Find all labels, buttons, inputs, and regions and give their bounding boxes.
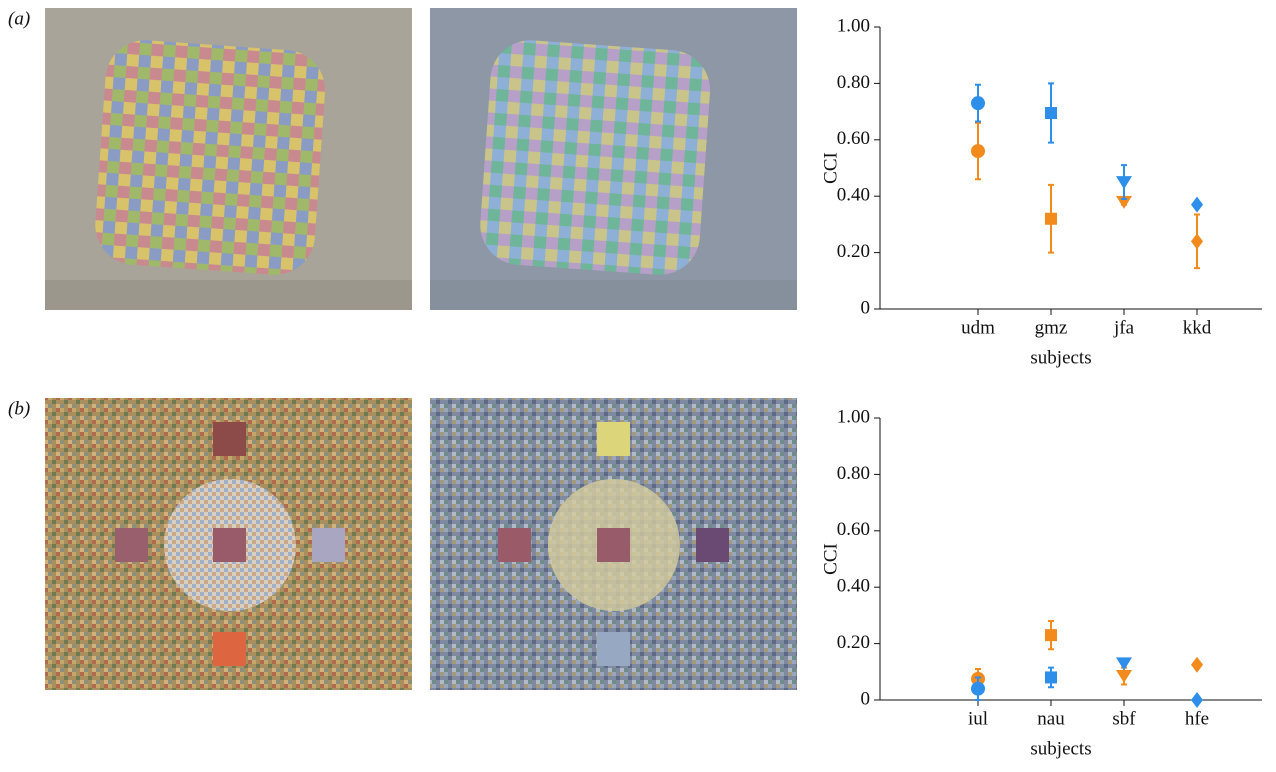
panel-label: (a) [8, 8, 30, 29]
y-tick-label: 0.60 [837, 128, 870, 149]
patch [213, 422, 246, 456]
y-axis-label: CCI [820, 152, 841, 184]
patch [213, 528, 246, 562]
y-tick-label: 0.40 [837, 185, 870, 206]
patch [597, 422, 630, 456]
marker [1045, 629, 1057, 641]
x-tick-label: iul [968, 708, 988, 729]
marker [971, 682, 985, 696]
image-floor [430, 280, 797, 310]
patch [213, 632, 246, 666]
y-tick-label: 0.80 [837, 72, 870, 93]
marker [971, 96, 985, 110]
x-tick-label: sbf [1112, 708, 1136, 729]
x-tick-label: hfe [1185, 708, 1209, 729]
y-tick-label: 0.40 [837, 576, 870, 597]
panel-label: (b) [8, 398, 30, 419]
x-tick-label: kkd [1183, 317, 1212, 338]
marker [1191, 692, 1203, 708]
patch [312, 528, 345, 562]
marker [1045, 671, 1057, 683]
marker [1116, 670, 1132, 683]
y-tick-label: 0.60 [837, 519, 870, 540]
y-tick-label: 0.80 [837, 463, 870, 484]
x-axis-label: subjects [1030, 347, 1091, 368]
patch [597, 632, 630, 666]
x-tick-label: nau [1037, 708, 1065, 729]
y-tick-label: 0.20 [837, 241, 870, 262]
marker [1045, 213, 1057, 225]
patch [696, 528, 729, 562]
y-axis-label: CCI [820, 543, 841, 575]
x-tick-label: udm [961, 317, 995, 338]
marker [1045, 107, 1057, 119]
x-axis-label: subjects [1030, 738, 1091, 759]
marker [1116, 657, 1132, 670]
cube [478, 38, 713, 278]
marker [1191, 657, 1203, 673]
y-tick-label: 0 [861, 297, 871, 318]
marker [1116, 176, 1132, 189]
stimulus-images [45, 8, 797, 690]
patch [115, 528, 148, 562]
y-tick-label: 0 [861, 688, 871, 709]
patch [597, 528, 630, 562]
y-tick-label: 0.20 [837, 632, 870, 653]
figure: (a) 0 0.20 0.40 0.60 0.80 1.00 udm gmz jfa kkd subj… [0, 0, 1276, 767]
x-tick-label: jfa [1113, 317, 1135, 338]
marker [1191, 197, 1203, 213]
patch [498, 528, 531, 562]
image-floor [45, 280, 412, 310]
x-tick-label: gmz [1035, 317, 1068, 338]
cube [93, 38, 328, 278]
marker [1191, 233, 1203, 249]
y-tick-label: 1.00 [837, 15, 870, 36]
y-tick-label: 1.00 [837, 406, 870, 427]
marker [971, 144, 985, 158]
